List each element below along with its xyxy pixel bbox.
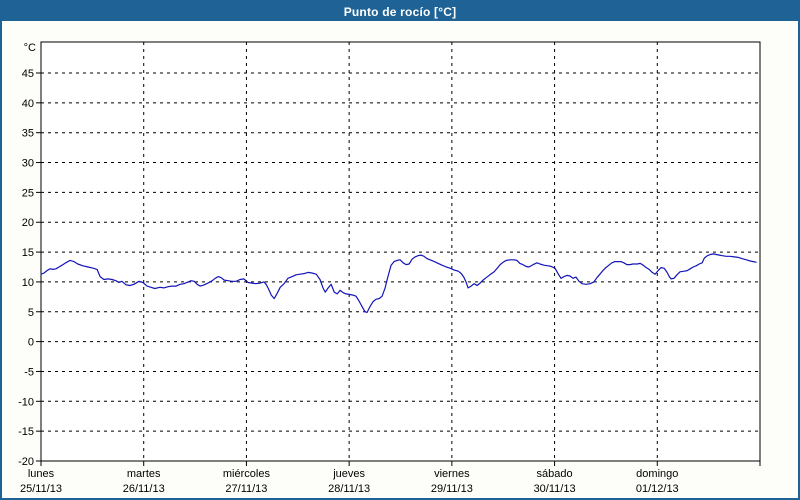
y-tick-label: -15 <box>18 426 34 438</box>
x-day-label: jueves <box>332 468 365 480</box>
x-date-label: 30/11/13 <box>534 483 576 495</box>
plot-background <box>41 42 760 461</box>
x-day-label: miércoles <box>223 468 271 480</box>
y-tick-label: 20 <box>22 217 34 229</box>
y-tick-label: 45 <box>22 68 34 80</box>
plot-border <box>40 41 761 462</box>
dew-point-line <box>40 253 757 313</box>
y-tick-label: -10 <box>18 396 34 408</box>
chart-title-bar: Punto de rocío [°C] <box>2 2 798 21</box>
y-tick-label: 0 <box>28 337 34 349</box>
y-tick-label: -20 <box>18 456 34 468</box>
y-axis-unit-label: °C <box>24 42 36 54</box>
x-date-label: 01/12/13 <box>636 483 679 495</box>
x-day-label: sábado <box>537 468 573 480</box>
x-day-label: domingo <box>636 468 678 480</box>
y-tick-label: 15 <box>22 247 34 259</box>
x-date-label: 25/11/13 <box>20 483 62 495</box>
x-date-label: 29/11/13 <box>431 483 473 495</box>
y-tick-label: 30 <box>22 158 34 170</box>
x-day-label: martes <box>127 468 161 480</box>
x-date-label: 26/11/13 <box>123 483 165 495</box>
y-tick-label: 10 <box>22 277 34 289</box>
chart-title: Punto de rocío [°C] <box>343 4 457 19</box>
x-date-label: 27/11/13 <box>225 483 267 495</box>
y-tick-label: 35 <box>22 128 34 140</box>
x-day-label: viernes <box>434 468 470 480</box>
x-date-label: 28/11/13 <box>328 483 370 495</box>
y-tick-label: 40 <box>22 98 34 110</box>
x-day-label: lunes <box>28 468 55 480</box>
y-tick-label: 25 <box>22 187 34 199</box>
y-tick-label: 5 <box>28 307 34 319</box>
y-tick-label: -5 <box>24 366 34 378</box>
